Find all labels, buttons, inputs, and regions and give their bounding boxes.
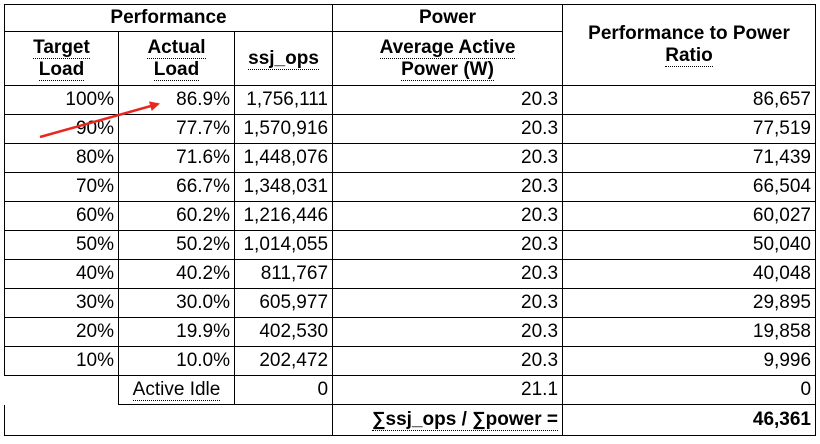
- avg-power-line2: Power (W): [401, 58, 494, 81]
- ssj-ops-cell: 202,472: [233, 346, 334, 376]
- ssj-ops-label: ssj_ops: [248, 47, 319, 70]
- target-load-line2: Load: [38, 58, 85, 81]
- actual-load-cell: 19.9%: [118, 317, 235, 347]
- summary-formula-text: ∑ssj_ops / ∑power =: [372, 409, 559, 431]
- target-load-cell: 90%: [4, 114, 119, 144]
- ratio-cell: 9,996: [562, 346, 817, 376]
- summary-row: ∑ssj_ops / ∑power = 46,361: [3, 404, 817, 436]
- ratio-header-line2: Ratio: [665, 45, 713, 67]
- power-cell: 20.3: [332, 317, 564, 347]
- ratio-header-line1: Performance to Power: [588, 23, 790, 44]
- ssj-ops-cell: 1,448,076: [233, 143, 334, 173]
- active-idle-row: Active Idle 0 21.1 0: [4, 375, 817, 405]
- active-idle-text: Active Idle: [132, 379, 221, 401]
- avg-power-line1: Average Active: [379, 36, 516, 59]
- target-load-cell: 50%: [4, 230, 119, 260]
- group-performance-header: Performance: [3, 4, 334, 32]
- empty-cell: [3, 404, 334, 436]
- actual-load-header: Actual Load: [118, 31, 235, 86]
- actual-load-cell: 86.9%: [118, 85, 235, 115]
- table-row: 90% 77.7% 1,570,916 20.3 77,519: [4, 114, 817, 144]
- ratio-cell: 40,048: [562, 259, 817, 289]
- ratio-cell: 0: [562, 375, 817, 405]
- avg-power-header: Average Active Power (W): [332, 31, 564, 86]
- table-row: 70% 66.7% 1,348,031 20.3 66,504: [4, 172, 817, 202]
- summary-formula: ∑ssj_ops / ∑power =: [332, 404, 564, 436]
- target-load-cell: 20%: [4, 317, 119, 347]
- target-load-cell: 80%: [4, 143, 119, 173]
- actual-load-cell: 40.2%: [118, 259, 235, 289]
- actual-load-cell: 71.6%: [118, 143, 235, 173]
- target-load-cell: 30%: [4, 288, 119, 318]
- ratio-cell: 29,895: [562, 288, 817, 318]
- performance-table: Performance Power Performance to Power R…: [3, 4, 817, 436]
- ssj-ops-cell: 1,348,031: [233, 172, 334, 202]
- ratio-cell: 60,027: [562, 201, 817, 231]
- power-cell: 20.3: [332, 346, 564, 376]
- power-cell: 20.3: [332, 201, 564, 231]
- table-row: 100% 86.9% 1,756,111 20.3 86,657: [4, 85, 817, 115]
- power-cell: 20.3: [332, 230, 564, 260]
- ssj-ops-cell: 605,977: [233, 288, 334, 318]
- target-load-cell: 10%: [4, 346, 119, 376]
- table-row: 50% 50.2% 1,014,055 20.3 50,040: [4, 230, 817, 260]
- ssj-ops-cell: 1,570,916: [233, 114, 334, 144]
- actual-load-line1: Actual: [147, 36, 206, 59]
- power-cell: 20.3: [332, 114, 564, 144]
- ratio-cell: 77,519: [562, 114, 817, 144]
- ssj-ops-cell: 402,530: [233, 317, 334, 347]
- table-row: 10% 10.0% 202,472 20.3 9,996: [4, 346, 817, 376]
- power-cell: 20.3: [332, 288, 564, 318]
- actual-load-cell: 66.7%: [118, 172, 235, 202]
- power-cell: 20.3: [332, 259, 564, 289]
- table-row: 80% 71.6% 1,448,076 20.3 71,439: [4, 143, 817, 173]
- table-row: 30% 30.0% 605,977 20.3 29,895: [4, 288, 817, 318]
- target-load-header: Target Load: [4, 31, 119, 86]
- summary-total: 46,361: [562, 404, 817, 436]
- group-header-row: Performance Power Performance to Power R…: [3, 4, 817, 86]
- ratio-cell: 19,858: [562, 317, 817, 347]
- table-row: 60% 60.2% 1,216,446 20.3 60,027: [4, 201, 817, 231]
- actual-load-line2: Load: [153, 58, 200, 81]
- power-cell: 21.1: [332, 375, 564, 405]
- ratio-cell: 86,657: [562, 85, 817, 115]
- target-load-cell: 70%: [4, 172, 119, 202]
- ratio-cell: 71,439: [562, 143, 817, 173]
- target-load-line1: Target: [33, 36, 90, 59]
- table-row: 40% 40.2% 811,767 20.3 40,048: [4, 259, 817, 289]
- power-cell: 20.3: [332, 85, 564, 115]
- ssj-ops-cell: 1,216,446: [233, 201, 334, 231]
- target-load-cell: 100%: [4, 85, 119, 115]
- actual-load-cell: 60.2%: [118, 201, 235, 231]
- power-cell: 20.3: [332, 172, 564, 202]
- ssj-ops-cell: 811,767: [233, 259, 334, 289]
- column-header-row: Target Load Actual Load ssj_ops Average …: [4, 31, 816, 86]
- active-idle-label: Active Idle: [118, 375, 235, 405]
- ratio-cell: 50,040: [562, 230, 817, 260]
- target-load-cell: 40%: [4, 259, 119, 289]
- ssj-ops-cell: 1,014,055: [233, 230, 334, 260]
- actual-load-cell: 77.7%: [118, 114, 235, 144]
- ratio-header: Performance to Power Ratio: [562, 4, 817, 86]
- table-row: 20% 19.9% 402,530 20.3 19,858: [4, 317, 817, 347]
- empty-cell: [4, 375, 119, 405]
- target-load-cell: 60%: [4, 201, 119, 231]
- ssj-ops-cell: 1,756,111: [233, 85, 334, 115]
- power-cell: 20.3: [332, 143, 564, 173]
- ssj-ops-header: ssj_ops: [233, 31, 334, 86]
- ssj-ops-cell: 0: [233, 375, 334, 405]
- actual-load-cell: 30.0%: [118, 288, 235, 318]
- group-power-header: Power: [332, 4, 564, 32]
- actual-load-cell: 10.0%: [118, 346, 235, 376]
- ratio-cell: 66,504: [562, 172, 817, 202]
- actual-load-cell: 50.2%: [118, 230, 235, 260]
